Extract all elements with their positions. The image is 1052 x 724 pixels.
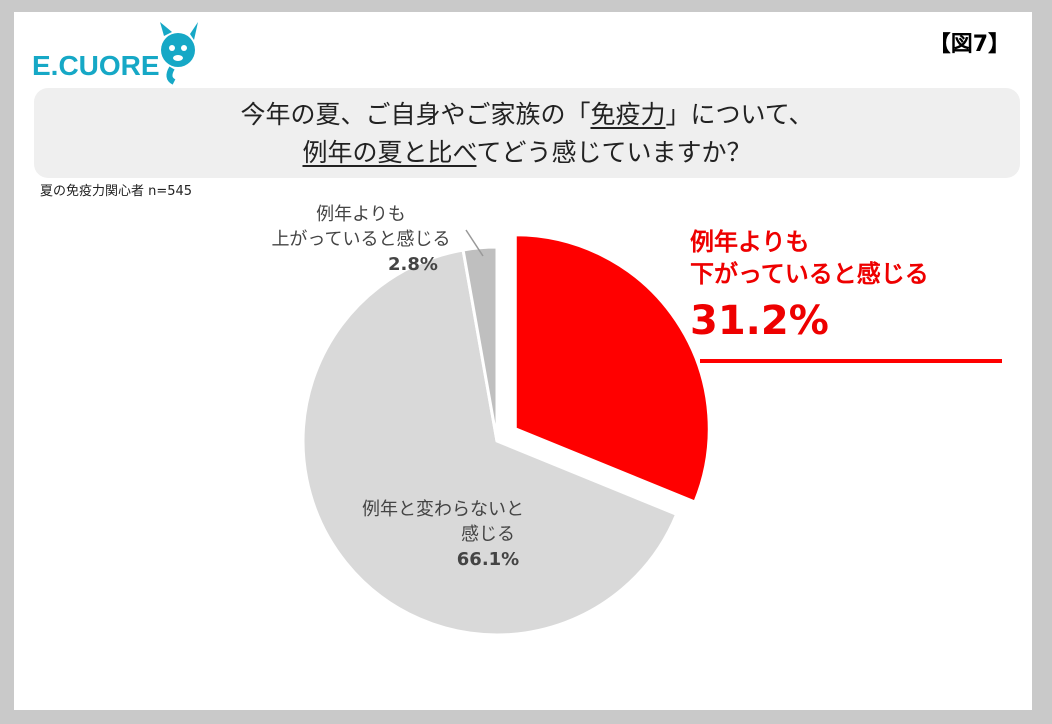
logo-text: E.CUORE xyxy=(32,50,160,81)
title-line-2: 例年の夏と比べてどう感じていますか？ xyxy=(34,134,1020,172)
label-down-value: 31.2% xyxy=(690,298,829,344)
label-same-line2: 感じる xyxy=(461,524,515,545)
label-up: 例年よりも 上がっていると感じる 2.8% xyxy=(236,202,486,277)
label-up-leader-line xyxy=(465,229,484,257)
label-down-line1: 例年よりも xyxy=(690,228,810,256)
question-title-box: 今年の夏、ご自身やご家族の「免疫力」について、 例年の夏と比べてどう感じています… xyxy=(34,88,1020,178)
label-down: 例年よりも 下がっていると感じる 31.2% xyxy=(690,226,929,350)
title-text: てどう感じていますか？ xyxy=(476,138,752,167)
label-same-value: 66.1% xyxy=(456,549,520,570)
title-keyword: 例年の夏と比べ xyxy=(302,138,477,167)
sample-size-note: 夏の免疫力関心者 n=545 xyxy=(40,184,193,199)
pie-slice-down xyxy=(513,233,711,505)
title-text: 今年の夏、ご自身やご家族の「 xyxy=(240,100,591,129)
label-up-value: 2.8% xyxy=(388,254,438,275)
label-down-line2: 下がっていると感じる xyxy=(690,260,929,288)
label-same-line1: 例年と変わらないと xyxy=(362,499,524,520)
label-same: 例年と変わらないと 感じる 66.1% xyxy=(318,497,568,572)
title-text: 」について、 xyxy=(665,100,814,129)
pie-slice-same xyxy=(301,248,679,637)
title-keyword: 免疫力 xyxy=(590,100,666,129)
figure-label: 【図7】 xyxy=(928,32,1010,57)
pie-slice-up xyxy=(461,245,499,442)
label-up-line1: 例年よりも xyxy=(316,204,406,225)
label-up-line2: 上がっていると感じる xyxy=(271,229,451,250)
title-line-1: 今年の夏、ご自身やご家族の「免疫力」について、 xyxy=(34,96,1020,134)
